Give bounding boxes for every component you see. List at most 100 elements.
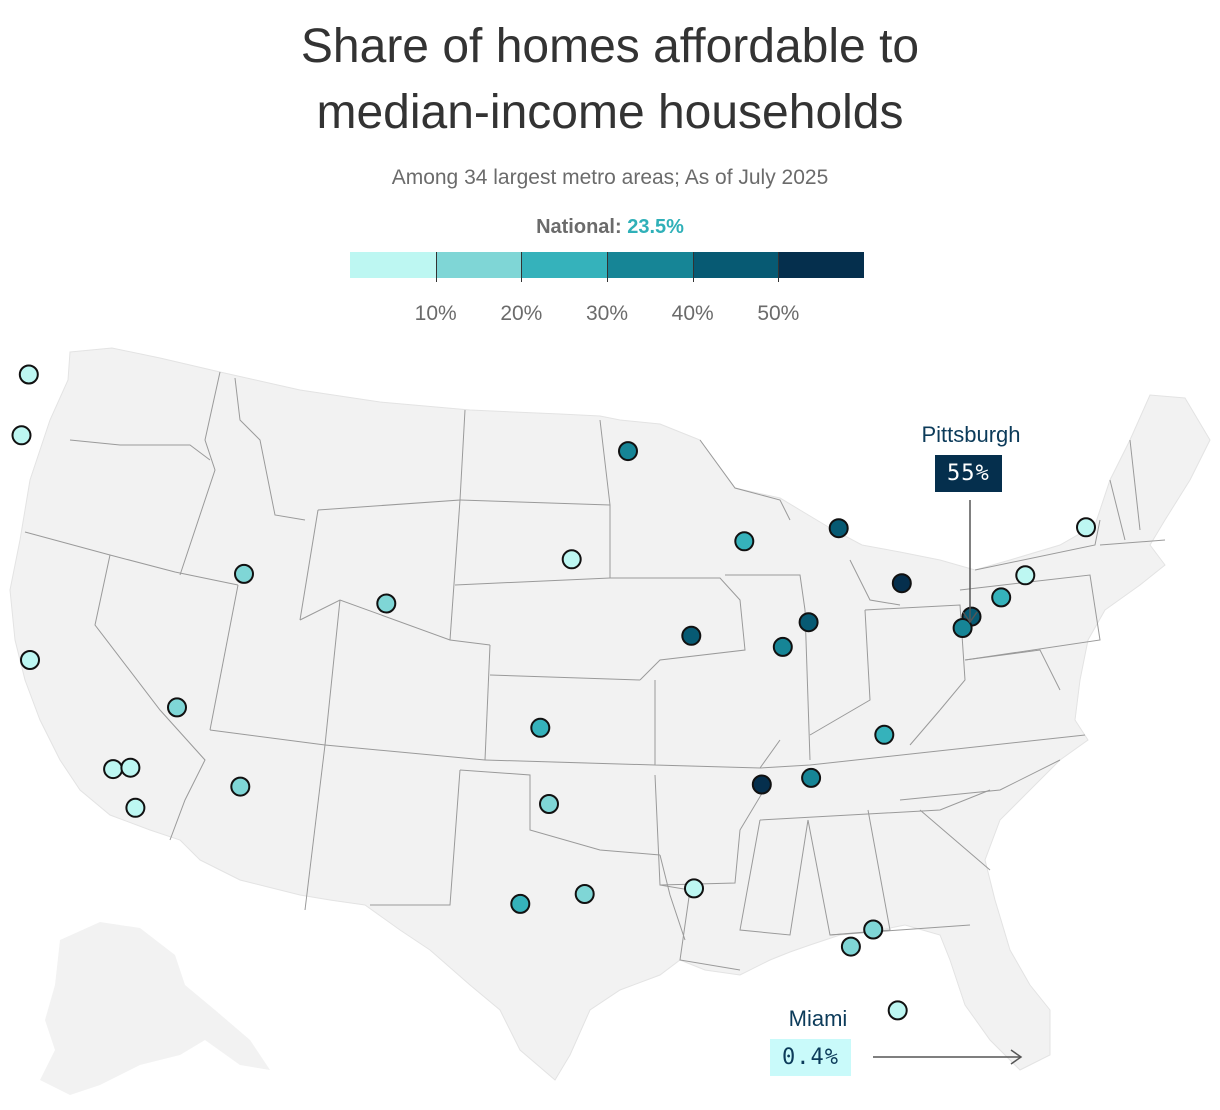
metro-dot-32: [840, 936, 861, 957]
legend-national: National: 23.5%: [0, 216, 1220, 239]
legend-tick-mark: [607, 252, 608, 282]
chart-title: Share of homes affordable to median-inco…: [0, 14, 1220, 146]
border-mi-wi: [699, 439, 791, 521]
border-ms-al: [739, 819, 809, 936]
metro-dot-33: [887, 1000, 908, 1021]
legend-tick-label: 20%: [500, 302, 543, 325]
metro-dot-5: [120, 757, 141, 778]
border-ks-ok: [484, 759, 656, 766]
border-oh: [864, 604, 966, 711]
border-nd-sd: [459, 499, 611, 506]
metro-dot-8: [234, 563, 254, 584]
pittsburgh-arrowhead: [962, 611, 978, 624]
legend-tick-mark: [778, 252, 780, 282]
metro-dots: [11, 364, 1096, 1021]
border-tx-la: [659, 854, 686, 941]
state-borders: [24, 371, 1166, 971]
border-ut-az: [209, 729, 326, 746]
border-sd-ne: [454, 577, 611, 586]
metro-dot-4: [125, 797, 146, 818]
border-wy-north: [299, 599, 491, 646]
border-wa-or: [69, 439, 211, 461]
border-ky-wv: [909, 709, 941, 746]
border-ks-ne: [489, 674, 641, 681]
legend-tick-mark: [521, 252, 523, 282]
legend-bin-5: [778, 252, 865, 278]
border-la: [659, 884, 741, 971]
metro-dot-3: [103, 759, 124, 780]
miami-arrowhead: [1010, 1049, 1023, 1065]
metro-dot-23: [952, 618, 973, 638]
metro-dot-0: [18, 364, 39, 385]
metro-dot-6: [167, 697, 187, 718]
metro-dot-14: [561, 549, 582, 570]
legend-bin-2: [521, 252, 608, 278]
border-mo: [654, 680, 781, 769]
legend-bin-3: [607, 252, 693, 278]
border-mn-west: [599, 419, 611, 578]
miami-value-box: 0.4%: [770, 1039, 851, 1076]
border-tn-ky: [759, 734, 1086, 769]
title-line-1: Share of homes affordable to: [300, 20, 920, 73]
border-sc-ga: [919, 809, 991, 871]
border-nv-ut: [209, 584, 239, 731]
metro-dot-21: [891, 573, 912, 594]
metro-dot-16: [681, 625, 702, 646]
border-ca-nv: [94, 554, 206, 841]
border-or-ca-nv: [24, 531, 239, 586]
border-nm-tx: [370, 769, 461, 906]
legend-tick-label: 30%: [585, 302, 629, 325]
border-co-east: [484, 644, 491, 761]
border-ok-tx: [459, 769, 661, 856]
border-wy-sd: [449, 499, 461, 641]
metro-dot-12: [510, 893, 531, 914]
border-nc-sc: [899, 759, 1061, 801]
metro-dot-29: [751, 774, 772, 795]
legend-bin-0: [350, 252, 436, 278]
metro-dot-1: [11, 425, 32, 446]
us-land: [9, 347, 1211, 1095]
metro-dot-11: [539, 794, 559, 814]
metro-dot-10: [530, 717, 551, 738]
border-va-md: [964, 649, 1061, 691]
callout-arrows: [873, 500, 1023, 1065]
border-id-west: [179, 371, 221, 576]
metro-dot-31: [863, 919, 884, 940]
legend-bin-4: [692, 252, 779, 278]
metro-dot-24: [991, 587, 1012, 608]
legend-color-bar: [350, 252, 865, 278]
metro-dot-26: [1076, 517, 1096, 538]
legend-bin-1: [435, 252, 522, 278]
border-co-south: [324, 744, 486, 761]
border-id-mt: [234, 377, 306, 521]
border-ut-co: [324, 599, 341, 746]
metro-dot-17: [734, 531, 755, 552]
border-tn-south: [759, 789, 991, 821]
us-map: [9, 347, 1211, 1095]
border-mi-lower: [849, 559, 901, 606]
metro-dot-13: [574, 884, 595, 904]
metro-dot-2: [20, 650, 40, 670]
metro-dot-30: [684, 878, 704, 899]
border-il: [804, 609, 811, 761]
us-mainland-shape: [9, 347, 1211, 1081]
metro-dot-7: [230, 776, 251, 797]
chart-subtitle: Among 34 largest metro areas; As of July…: [391, 166, 829, 189]
legend-tick-mark: [692, 252, 694, 282]
metro-dot-15: [618, 441, 638, 462]
alaska-shape: [40, 922, 270, 1095]
legend-tick-label: 10%: [414, 302, 457, 325]
metro-dot-18: [828, 518, 849, 539]
pittsburgh-value-box: 55%: [935, 455, 1002, 492]
border-new-england: [1099, 539, 1166, 546]
metro-dot-28: [801, 767, 822, 788]
metro-dot-27: [874, 724, 895, 745]
border-ia: [610, 577, 746, 681]
border-ar: [654, 774, 771, 886]
border-vt-nh: [1109, 479, 1126, 541]
legend-tick-label: 50%: [757, 302, 800, 325]
border-me-nh: [1129, 439, 1141, 531]
border-in: [809, 609, 871, 736]
border-wy-west: [299, 509, 319, 621]
border-az-nm: [304, 744, 326, 911]
